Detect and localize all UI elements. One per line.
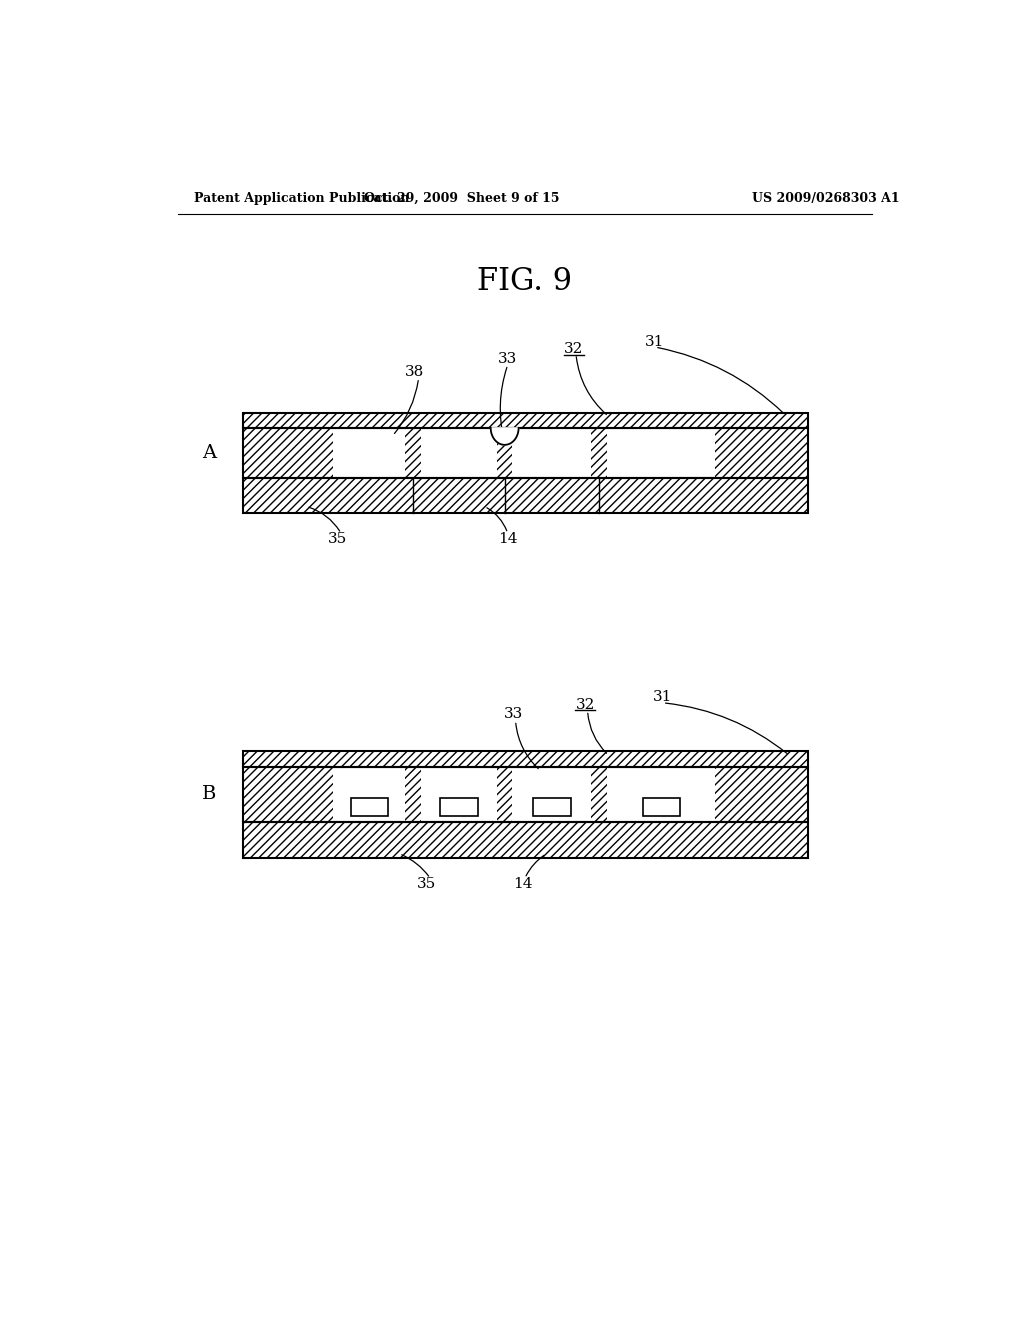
Text: Patent Application Publication: Patent Application Publication	[194, 191, 410, 205]
Bar	[243, 767, 809, 822]
Bar	[534, 797, 570, 816]
Text: 38: 38	[406, 366, 424, 379]
Bar	[421, 428, 497, 478]
Bar	[643, 797, 680, 816]
Bar	[243, 822, 809, 858]
Bar	[607, 767, 716, 822]
Text: 14: 14	[513, 876, 534, 891]
Bar	[351, 797, 388, 816]
Bar	[243, 428, 809, 478]
Bar	[243, 751, 809, 767]
Text: 31: 31	[645, 335, 665, 348]
Bar	[512, 428, 592, 478]
Bar	[440, 797, 477, 816]
Text: 35: 35	[417, 876, 436, 891]
Bar	[592, 428, 607, 478]
Bar	[406, 428, 421, 478]
Text: Oct. 29, 2009  Sheet 9 of 15: Oct. 29, 2009 Sheet 9 of 15	[364, 191, 559, 205]
Text: A: A	[203, 444, 216, 462]
Text: 31: 31	[653, 690, 673, 705]
Text: 14: 14	[498, 532, 517, 545]
Bar	[497, 428, 512, 478]
Bar	[716, 428, 809, 478]
Bar	[421, 767, 497, 822]
Text: 35: 35	[328, 532, 347, 545]
Text: 32: 32	[575, 698, 595, 711]
Text: B: B	[202, 785, 216, 804]
Bar	[334, 767, 406, 822]
Text: US 2009/0268303 A1: US 2009/0268303 A1	[752, 191, 899, 205]
Text: 32: 32	[564, 342, 584, 356]
Bar	[243, 412, 809, 428]
Bar	[406, 767, 421, 822]
Bar	[497, 767, 512, 822]
Text: FIG. 9: FIG. 9	[477, 267, 572, 297]
Text: 33: 33	[498, 351, 517, 366]
Text: 33: 33	[504, 708, 523, 721]
Bar	[607, 428, 716, 478]
Bar	[512, 767, 592, 822]
Bar	[592, 767, 607, 822]
Bar	[243, 478, 809, 512]
Bar	[334, 428, 406, 478]
Polygon shape	[490, 428, 518, 445]
Bar	[716, 767, 809, 822]
Bar	[243, 428, 334, 478]
Bar	[243, 767, 334, 822]
